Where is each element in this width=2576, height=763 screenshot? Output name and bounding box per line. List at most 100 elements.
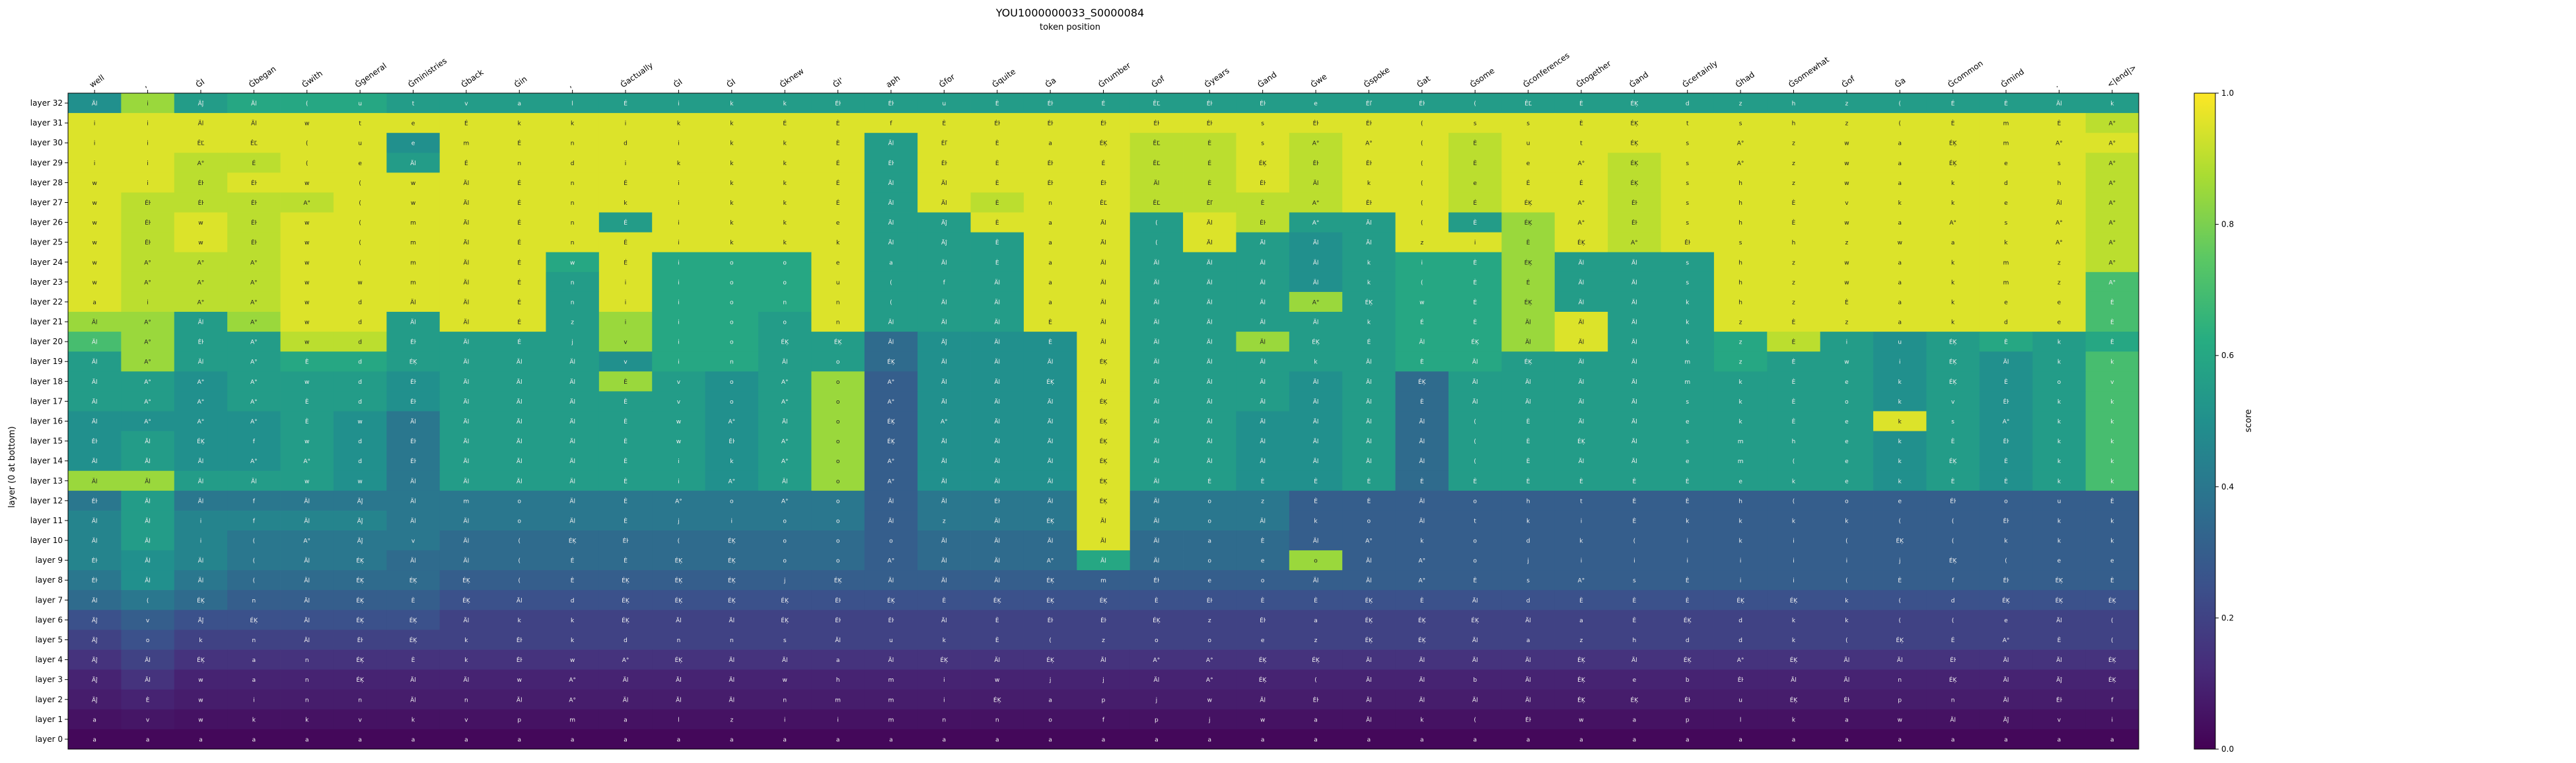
cell-label: e xyxy=(1845,419,1849,425)
heatmap-cell xyxy=(386,113,441,133)
heatmap-cell xyxy=(280,550,334,571)
cell-label: Äl xyxy=(92,100,98,108)
cell-label: Äĵ xyxy=(357,517,363,525)
cell-label: a xyxy=(252,737,256,743)
cell-label: ( xyxy=(1421,161,1423,167)
heatmap-cell xyxy=(970,192,1024,213)
cell-label: É xyxy=(836,159,840,167)
heatmap-cell xyxy=(811,689,865,710)
cell-label: Äl xyxy=(251,120,257,127)
heatmap-cell xyxy=(174,669,228,690)
cell-label: n xyxy=(942,717,946,723)
heatmap-cell xyxy=(546,332,600,352)
cell-label: a xyxy=(677,737,681,743)
heatmap-cell xyxy=(970,411,1024,431)
heatmap-cell xyxy=(864,232,918,253)
cell-label: k xyxy=(1739,518,1743,525)
cell-label: f xyxy=(253,439,256,445)
heatmap-cell xyxy=(598,431,653,452)
cell-label: A° xyxy=(1418,558,1425,565)
heatmap-cell xyxy=(227,729,281,750)
cell-label: i xyxy=(678,478,680,485)
cell-label: È xyxy=(1261,477,1265,485)
cell-label: A° xyxy=(2108,161,2116,167)
cell-label: j xyxy=(1102,677,1104,684)
heatmap-cell xyxy=(1979,510,2033,531)
cell-label: i xyxy=(625,161,627,167)
cell-label: a xyxy=(92,737,96,743)
heatmap-cell xyxy=(1395,332,1449,352)
cell-label: È xyxy=(1420,358,1424,366)
heatmap-cell xyxy=(811,431,865,452)
heatmap-cell xyxy=(2085,371,2139,392)
cell-label: É xyxy=(464,120,468,127)
cell-label: Äl xyxy=(1207,239,1213,246)
heatmap-cell xyxy=(1979,212,2033,233)
cell-label: s xyxy=(783,637,787,644)
heatmap-cell xyxy=(652,212,706,233)
cell-label: Äl xyxy=(517,696,522,704)
heatmap-cell xyxy=(1236,709,1290,730)
x-tick-label: well xyxy=(88,73,106,89)
heatmap-cell xyxy=(1077,550,1131,571)
heatmap-cell xyxy=(1713,252,1768,273)
cell-label: k xyxy=(1739,399,1743,406)
heatmap-cell xyxy=(227,371,281,392)
cell-label: a xyxy=(1314,618,1318,624)
heatmap-cell xyxy=(174,630,228,650)
cell-label: Äl xyxy=(1366,716,1372,723)
cell-label: A° xyxy=(144,340,151,346)
heatmap-cell xyxy=(227,133,281,153)
x-tick-label: Ġcommon xyxy=(1945,57,1985,89)
cell-label: z xyxy=(1420,240,1423,246)
cell-label: u xyxy=(358,141,362,147)
cell-label: i xyxy=(1633,558,1635,565)
heatmap-cell xyxy=(280,630,334,650)
cell-label: o xyxy=(836,419,840,425)
heatmap-cell xyxy=(1713,649,1768,671)
cell-label: È xyxy=(2110,497,2114,505)
heatmap-cell xyxy=(493,490,546,511)
heatmap-cell xyxy=(1342,411,1396,431)
cell-label: Äl xyxy=(92,398,98,406)
heatmap-cell xyxy=(1820,272,1874,293)
cell-label: w xyxy=(1898,240,1902,246)
cell-label: È xyxy=(1792,418,1796,425)
heatmap-cell xyxy=(493,153,546,173)
heatmap-cell xyxy=(1767,590,1821,610)
cell-label: Äl xyxy=(464,418,470,425)
heatmap-cell xyxy=(598,153,653,173)
heatmap-cell xyxy=(705,332,759,352)
heatmap-cell xyxy=(1501,371,1556,392)
cell-label: a xyxy=(1951,240,1955,246)
cell-label: A° xyxy=(888,399,895,406)
heatmap-cell xyxy=(652,192,706,213)
cell-label: e xyxy=(358,161,362,167)
heatmap-cell xyxy=(1873,590,1927,610)
cell-label: v xyxy=(1951,399,1955,406)
heatmap-cell xyxy=(811,649,865,671)
cell-label: e xyxy=(411,141,415,147)
heatmap-cell xyxy=(1395,172,1449,193)
cell-label: Äl xyxy=(145,438,151,445)
heatmap-cell xyxy=(1023,570,1077,591)
cell-label: a xyxy=(1898,220,1902,227)
heatmap-cell xyxy=(121,590,175,610)
cell-label: m xyxy=(569,717,575,723)
cell-label: ÉĶ xyxy=(675,557,684,565)
heatmap-cell xyxy=(2032,371,2087,392)
heatmap-cell xyxy=(1926,411,1980,431)
heatmap-cell xyxy=(758,351,812,372)
heatmap-cell xyxy=(758,490,812,511)
cell-label: ÉĶ xyxy=(1524,358,1533,366)
heatmap-cell xyxy=(1236,729,1290,750)
heatmap-cell xyxy=(1449,630,1502,650)
heatmap-cell xyxy=(1554,312,1608,332)
heatmap-cell xyxy=(1873,411,1927,431)
heatmap-cell xyxy=(1501,610,1556,630)
cell-label: o xyxy=(836,439,840,445)
y-tick-label: layer 32 xyxy=(30,98,63,108)
cell-label: ÉĶ xyxy=(1631,696,1639,704)
heatmap-cell xyxy=(1767,272,1821,293)
heatmap-cell xyxy=(174,371,228,392)
